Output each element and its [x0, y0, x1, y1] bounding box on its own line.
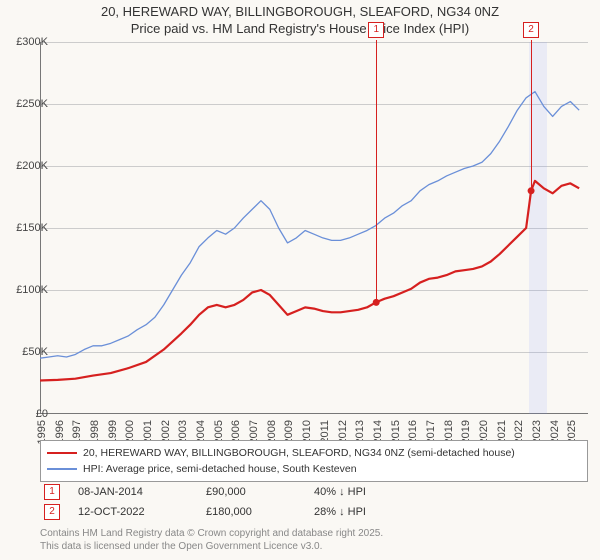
title-line-2: Price paid vs. HM Land Registry's House … [0, 21, 600, 38]
sale-price: £180,000 [206, 506, 296, 518]
line-chart-svg [40, 42, 588, 414]
legend-label: HPI: Average price, semi-detached house,… [83, 463, 357, 475]
footer-line-1: Contains HM Land Registry data © Crown c… [40, 528, 588, 541]
y-tick-label: £150K [16, 222, 48, 234]
sale-marker-ref: 1 [44, 484, 60, 500]
sale-price: £90,000 [206, 486, 296, 498]
sale-date: 08-JAN-2014 [78, 486, 188, 498]
title-line-1: 20, HEREWARD WAY, BILLINGBOROUGH, SLEAFO… [0, 4, 600, 21]
sale-date: 12-OCT-2022 [78, 506, 188, 518]
legend-swatch [47, 452, 77, 455]
sale-delta: 28% ↓ HPI [314, 506, 404, 518]
series-price_paid [40, 181, 579, 381]
chart-title: 20, HEREWARD WAY, BILLINGBOROUGH, SLEAFO… [0, 0, 600, 38]
footer-line-2: This data is licensed under the Open Gov… [40, 541, 588, 554]
y-tick-label: £300K [16, 36, 48, 48]
sale-marker-ref: 2 [44, 504, 60, 520]
y-tick-label: £0 [36, 408, 48, 420]
legend-item: HPI: Average price, semi-detached house,… [47, 461, 581, 477]
y-tick-label: £200K [16, 160, 48, 172]
sale-delta: 40% ↓ HPI [314, 486, 404, 498]
legend: 20, HEREWARD WAY, BILLINGBOROUGH, SLEAFO… [40, 440, 588, 482]
marker-label: 2 [523, 22, 539, 38]
legend-item: 20, HEREWARD WAY, BILLINGBOROUGH, SLEAFO… [47, 445, 581, 461]
legend-swatch [47, 468, 77, 470]
y-tick-label: £100K [16, 284, 48, 296]
y-tick-label: £250K [16, 98, 48, 110]
y-tick-label: £50K [22, 346, 48, 358]
sale-row: 1 08-JAN-2014 £90,000 40% ↓ HPI [40, 482, 588, 502]
sale-row: 2 12-OCT-2022 £180,000 28% ↓ HPI [40, 502, 588, 522]
series-hpi [40, 92, 579, 359]
footer: Contains HM Land Registry data © Crown c… [40, 528, 588, 553]
marker-line [376, 40, 377, 302]
marker-label: 1 [368, 22, 384, 38]
marker-line [531, 40, 532, 191]
sales-table: 1 08-JAN-2014 £90,000 40% ↓ HPI 2 12-OCT-2022… [40, 482, 588, 522]
legend-label: 20, HEREWARD WAY, BILLINGBOROUGH, SLEAFO… [83, 447, 515, 459]
